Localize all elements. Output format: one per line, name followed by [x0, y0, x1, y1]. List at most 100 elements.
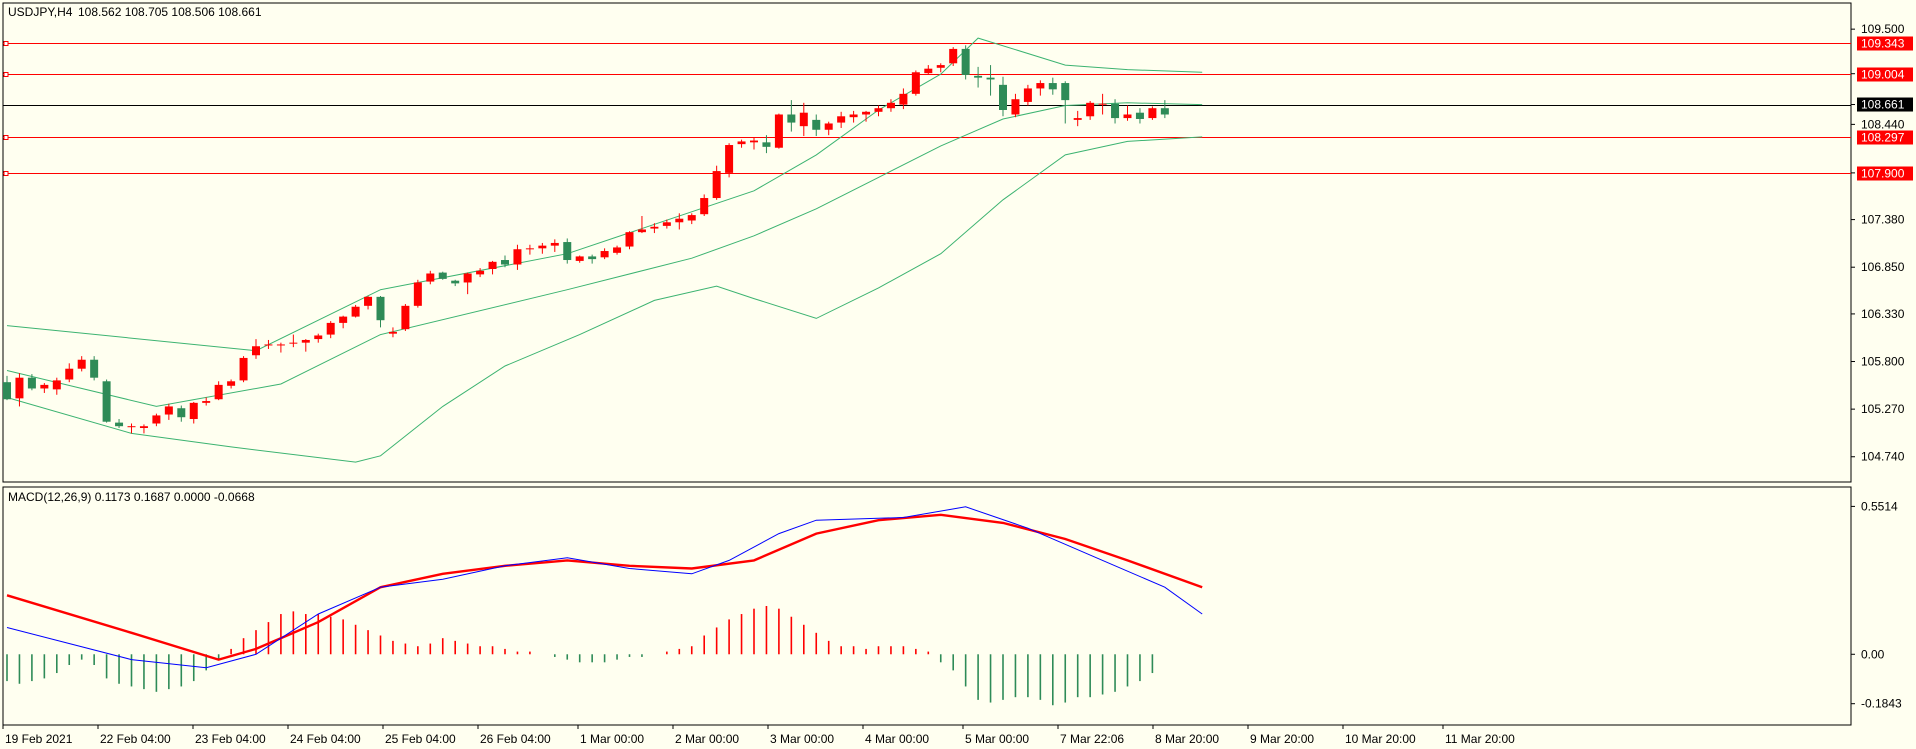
candle-body [700, 198, 709, 215]
candle-body [239, 357, 248, 381]
candle-body [1048, 83, 1057, 90]
candle-body [252, 346, 260, 356]
level-tag [1857, 36, 1913, 51]
candle-body [1135, 112, 1144, 119]
candle-body [1160, 108, 1169, 115]
candle-body [911, 72, 920, 94]
level-tag-text: 108.297 [1861, 131, 1905, 145]
candle-body [650, 226, 659, 229]
candle-body [488, 261, 497, 269]
price-tick-label: 108.440 [1861, 117, 1905, 131]
candle-body [177, 408, 186, 418]
candle-body [737, 141, 746, 145]
price-tick-label: 104.740 [1861, 450, 1905, 464]
time-tick-label: 25 Feb 04:00 [385, 732, 456, 746]
candle-body [189, 402, 198, 420]
price-tick-label: 109.500 [1861, 22, 1905, 36]
level-handle [3, 171, 9, 176]
candle-body [899, 93, 908, 105]
candle-body [1111, 103, 1120, 119]
candle-body [575, 256, 584, 261]
candle-body [625, 232, 634, 247]
time-tick-label: 23 Feb 04:00 [195, 732, 266, 746]
level-handle [3, 41, 9, 46]
candle-body [3, 382, 11, 400]
time-tick-label: 22 Feb 04:00 [100, 732, 171, 746]
candle-body [127, 426, 136, 428]
candle-body [1073, 118, 1082, 120]
current-price-tag [1857, 97, 1913, 112]
macd-pane[interactable] [6, 506, 1203, 706]
candle-body [1086, 102, 1095, 117]
candle-body [1098, 103, 1107, 105]
macd-label: MACD(12,26,9) 0.1173 0.1687 0.0000 -0.06… [8, 490, 255, 504]
candle-body [513, 249, 522, 265]
candle-body [986, 77, 995, 80]
level-tag [1857, 166, 1913, 181]
candle-body [538, 245, 547, 249]
price-tick-label: 107.380 [1861, 213, 1905, 227]
price-pane[interactable] [3, 37, 1851, 463]
time-tick-label: 4 Mar 00:00 [865, 732, 929, 746]
candle-body [214, 384, 223, 400]
candle-body [388, 331, 397, 334]
candle-body [401, 305, 410, 330]
candle-body [712, 171, 721, 199]
candle-body [27, 377, 36, 389]
candle-body [40, 384, 49, 389]
level-tag-text: 109.343 [1861, 37, 1905, 51]
candle-body [426, 273, 435, 282]
candle-body [999, 84, 1007, 110]
candle-body [451, 280, 460, 284]
time-tick-label: 2 Mar 00:00 [675, 732, 739, 746]
candle-body [886, 102, 895, 109]
candle-body [725, 145, 734, 173]
candle-body [90, 359, 99, 378]
current-price-tag-text: 108.661 [1861, 98, 1905, 112]
candle-body [787, 114, 796, 123]
level-tag-text: 109.004 [1861, 68, 1905, 82]
candle-body [824, 123, 833, 130]
candle-body [264, 344, 273, 346]
candle-body [1061, 83, 1070, 101]
candle-body [675, 218, 684, 223]
candle-body [376, 296, 385, 321]
price-tick-label: 106.330 [1861, 307, 1905, 321]
candle-body [588, 256, 597, 260]
candle-body [77, 359, 86, 369]
candle-body [139, 426, 148, 428]
macd-pane-frame [2, 486, 1852, 726]
time-tick-label: 1 Mar 00:00 [580, 732, 644, 746]
candle-body [613, 247, 622, 253]
candle-body [501, 260, 509, 265]
candle-body [750, 140, 758, 143]
candle-body [301, 339, 310, 343]
time-tick-label: 10 Mar 20:00 [1345, 732, 1416, 746]
candle-body [202, 401, 211, 403]
candle-body [812, 119, 821, 130]
candle-body [637, 229, 646, 233]
time-tick-label: 8 Mar 20:00 [1155, 732, 1219, 746]
time-tick-label: 19 Feb 2021 [5, 732, 73, 746]
level-tag-text: 107.900 [1861, 167, 1905, 181]
level-handle [3, 135, 9, 140]
candle-body [413, 282, 422, 306]
candle-body [924, 68, 933, 74]
candle-body [438, 272, 447, 279]
time-tick-label: 26 Feb 04:00 [480, 732, 551, 746]
candle-body [837, 116, 846, 123]
level-tag [1857, 67, 1913, 82]
candle-body [949, 48, 958, 64]
macd-tick-label: -0.1843 [1861, 697, 1902, 711]
candle-body [364, 296, 373, 306]
candle-body [525, 248, 534, 250]
price-pane-frame [2, 2, 1852, 483]
candle-body [1123, 114, 1132, 119]
time-tick-label: 3 Mar 00:00 [770, 732, 834, 746]
candle-body [164, 406, 173, 415]
candle-body [102, 381, 111, 422]
candle-body [600, 251, 609, 258]
candle-body [563, 242, 572, 261]
